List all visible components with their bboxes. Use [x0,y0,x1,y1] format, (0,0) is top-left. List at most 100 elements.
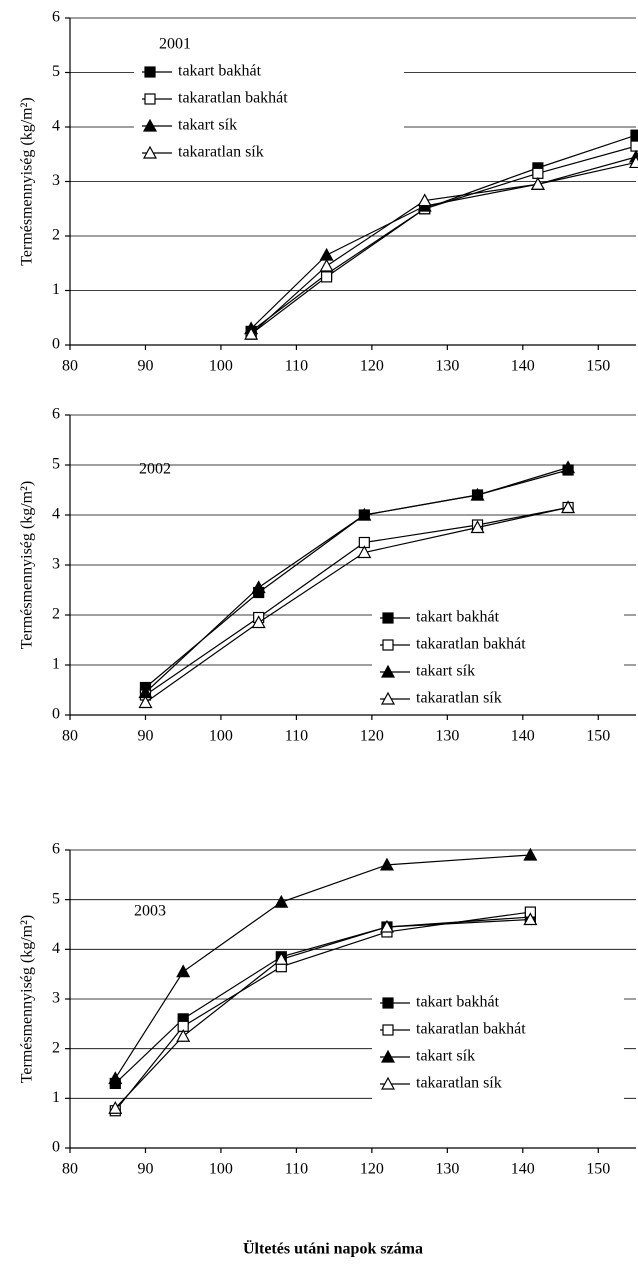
x-tick-label: 90 [137,358,153,375]
annotation: 2003 [134,903,166,920]
data-point [244,326,259,340]
data-point [251,580,266,594]
data-point [357,507,372,521]
x-tick-label: 140 [511,728,535,745]
data-point [561,460,576,474]
y-tick-label: 5 [52,456,60,473]
legend-marker [142,145,158,159]
y-tick-label: 1 [52,281,60,298]
x-tick-label: 110 [285,728,308,745]
legend-label: takart bakhát [178,63,262,80]
data-point [530,176,545,190]
legend-marker [382,639,394,651]
x-tick-label: 130 [435,728,459,745]
y-axis-title: Termésmennyiség (kg/m²) [19,915,36,1084]
legend-label: takaratlan sík [416,690,502,707]
y-axis-title: Termésmennyiség (kg/m²) [19,481,36,650]
legend-marker [380,1076,396,1090]
data-point [523,847,538,861]
x-tick-label: 140 [511,1161,535,1178]
data-point [523,912,538,926]
series-line [250,161,637,335]
data-point [379,857,394,871]
x-tick-label: 80 [62,358,78,375]
legend-box [134,58,404,168]
x-tick-label: 80 [62,728,78,745]
data-point [176,964,191,978]
annotation: 2001 [159,36,191,53]
data-point [470,487,485,501]
data-point [357,545,372,559]
x-tick-label: 110 [285,1161,308,1178]
y-tick-label: 4 [52,506,60,523]
legend-label: takaratlan bakhát [416,1021,526,1038]
x-tick-label: 150 [586,728,610,745]
series-line [250,145,637,335]
x-tick-label: 130 [435,1161,459,1178]
legend-marker [380,691,396,705]
legend-label: takaratlan sík [178,144,264,161]
legend-label: takaratlan bakhát [178,90,288,107]
x-tick-label: 80 [62,1161,78,1178]
y-tick-label: 0 [52,706,60,723]
x-tick-label: 90 [137,728,153,745]
legend-label: takart sík [416,663,475,680]
legend-label: takart bakhát [416,994,500,1011]
legend-label: takart sík [416,1048,475,1065]
x-tick-label: 90 [137,1161,153,1178]
data-point [561,500,576,514]
legend-marker [382,1024,394,1036]
y-tick-label: 3 [52,172,60,189]
data-point [138,695,153,709]
legend-marker [144,66,156,78]
legend-label: takart sík [178,117,237,134]
y-tick-label: 2 [52,227,60,244]
x-tick-label: 140 [511,358,535,375]
data-point [251,615,266,629]
y-tick-label: 5 [52,63,60,80]
legend-label: takaratlan bakhát [416,636,526,653]
y-axis-title: Termésmennyiség (kg/m²) [19,97,36,266]
y-tick-label: 1 [52,1089,60,1106]
x-tick-label: 150 [586,1161,610,1178]
x-tick-label: 120 [360,1161,384,1178]
y-tick-label: 0 [52,1139,60,1156]
data-point [319,258,334,272]
legend-marker [142,118,158,132]
data-point [417,193,432,207]
data-point [176,1028,191,1042]
y-tick-label: 5 [52,890,60,907]
data-point [630,129,638,141]
y-tick-label: 2 [52,1039,60,1056]
y-tick-label: 2 [52,606,60,623]
data-point [274,952,289,965]
legend-marker [382,612,394,624]
x-tick-label: 120 [360,728,384,745]
legend-marker [380,664,396,678]
data-point [320,271,333,283]
legend-label: takaratlan sík [416,1075,502,1092]
legend-label: takart bakhát [416,609,500,626]
x-tick-label: 100 [209,358,233,375]
data-point [108,1101,123,1114]
y-tick-label: 3 [52,556,60,573]
data-point [532,167,544,179]
x-tick-label: 130 [435,358,459,375]
x-axis-title: Ültetés utáni napok száma [243,1240,423,1258]
series-line [250,156,637,330]
y-tick-label: 4 [52,940,60,957]
data-point [108,1071,123,1085]
x-tick-label: 100 [209,728,233,745]
x-tick-label: 100 [209,1161,233,1178]
y-tick-label: 6 [52,9,60,26]
data-point [274,894,289,908]
y-tick-label: 6 [52,841,60,858]
y-tick-label: 6 [52,406,60,423]
data-point [628,155,638,169]
legend-box [372,989,624,1099]
x-tick-label: 120 [360,358,384,375]
y-tick-label: 1 [52,656,60,673]
x-tick-label: 150 [586,358,610,375]
data-point [379,919,394,933]
y-tick-label: 0 [52,336,60,353]
